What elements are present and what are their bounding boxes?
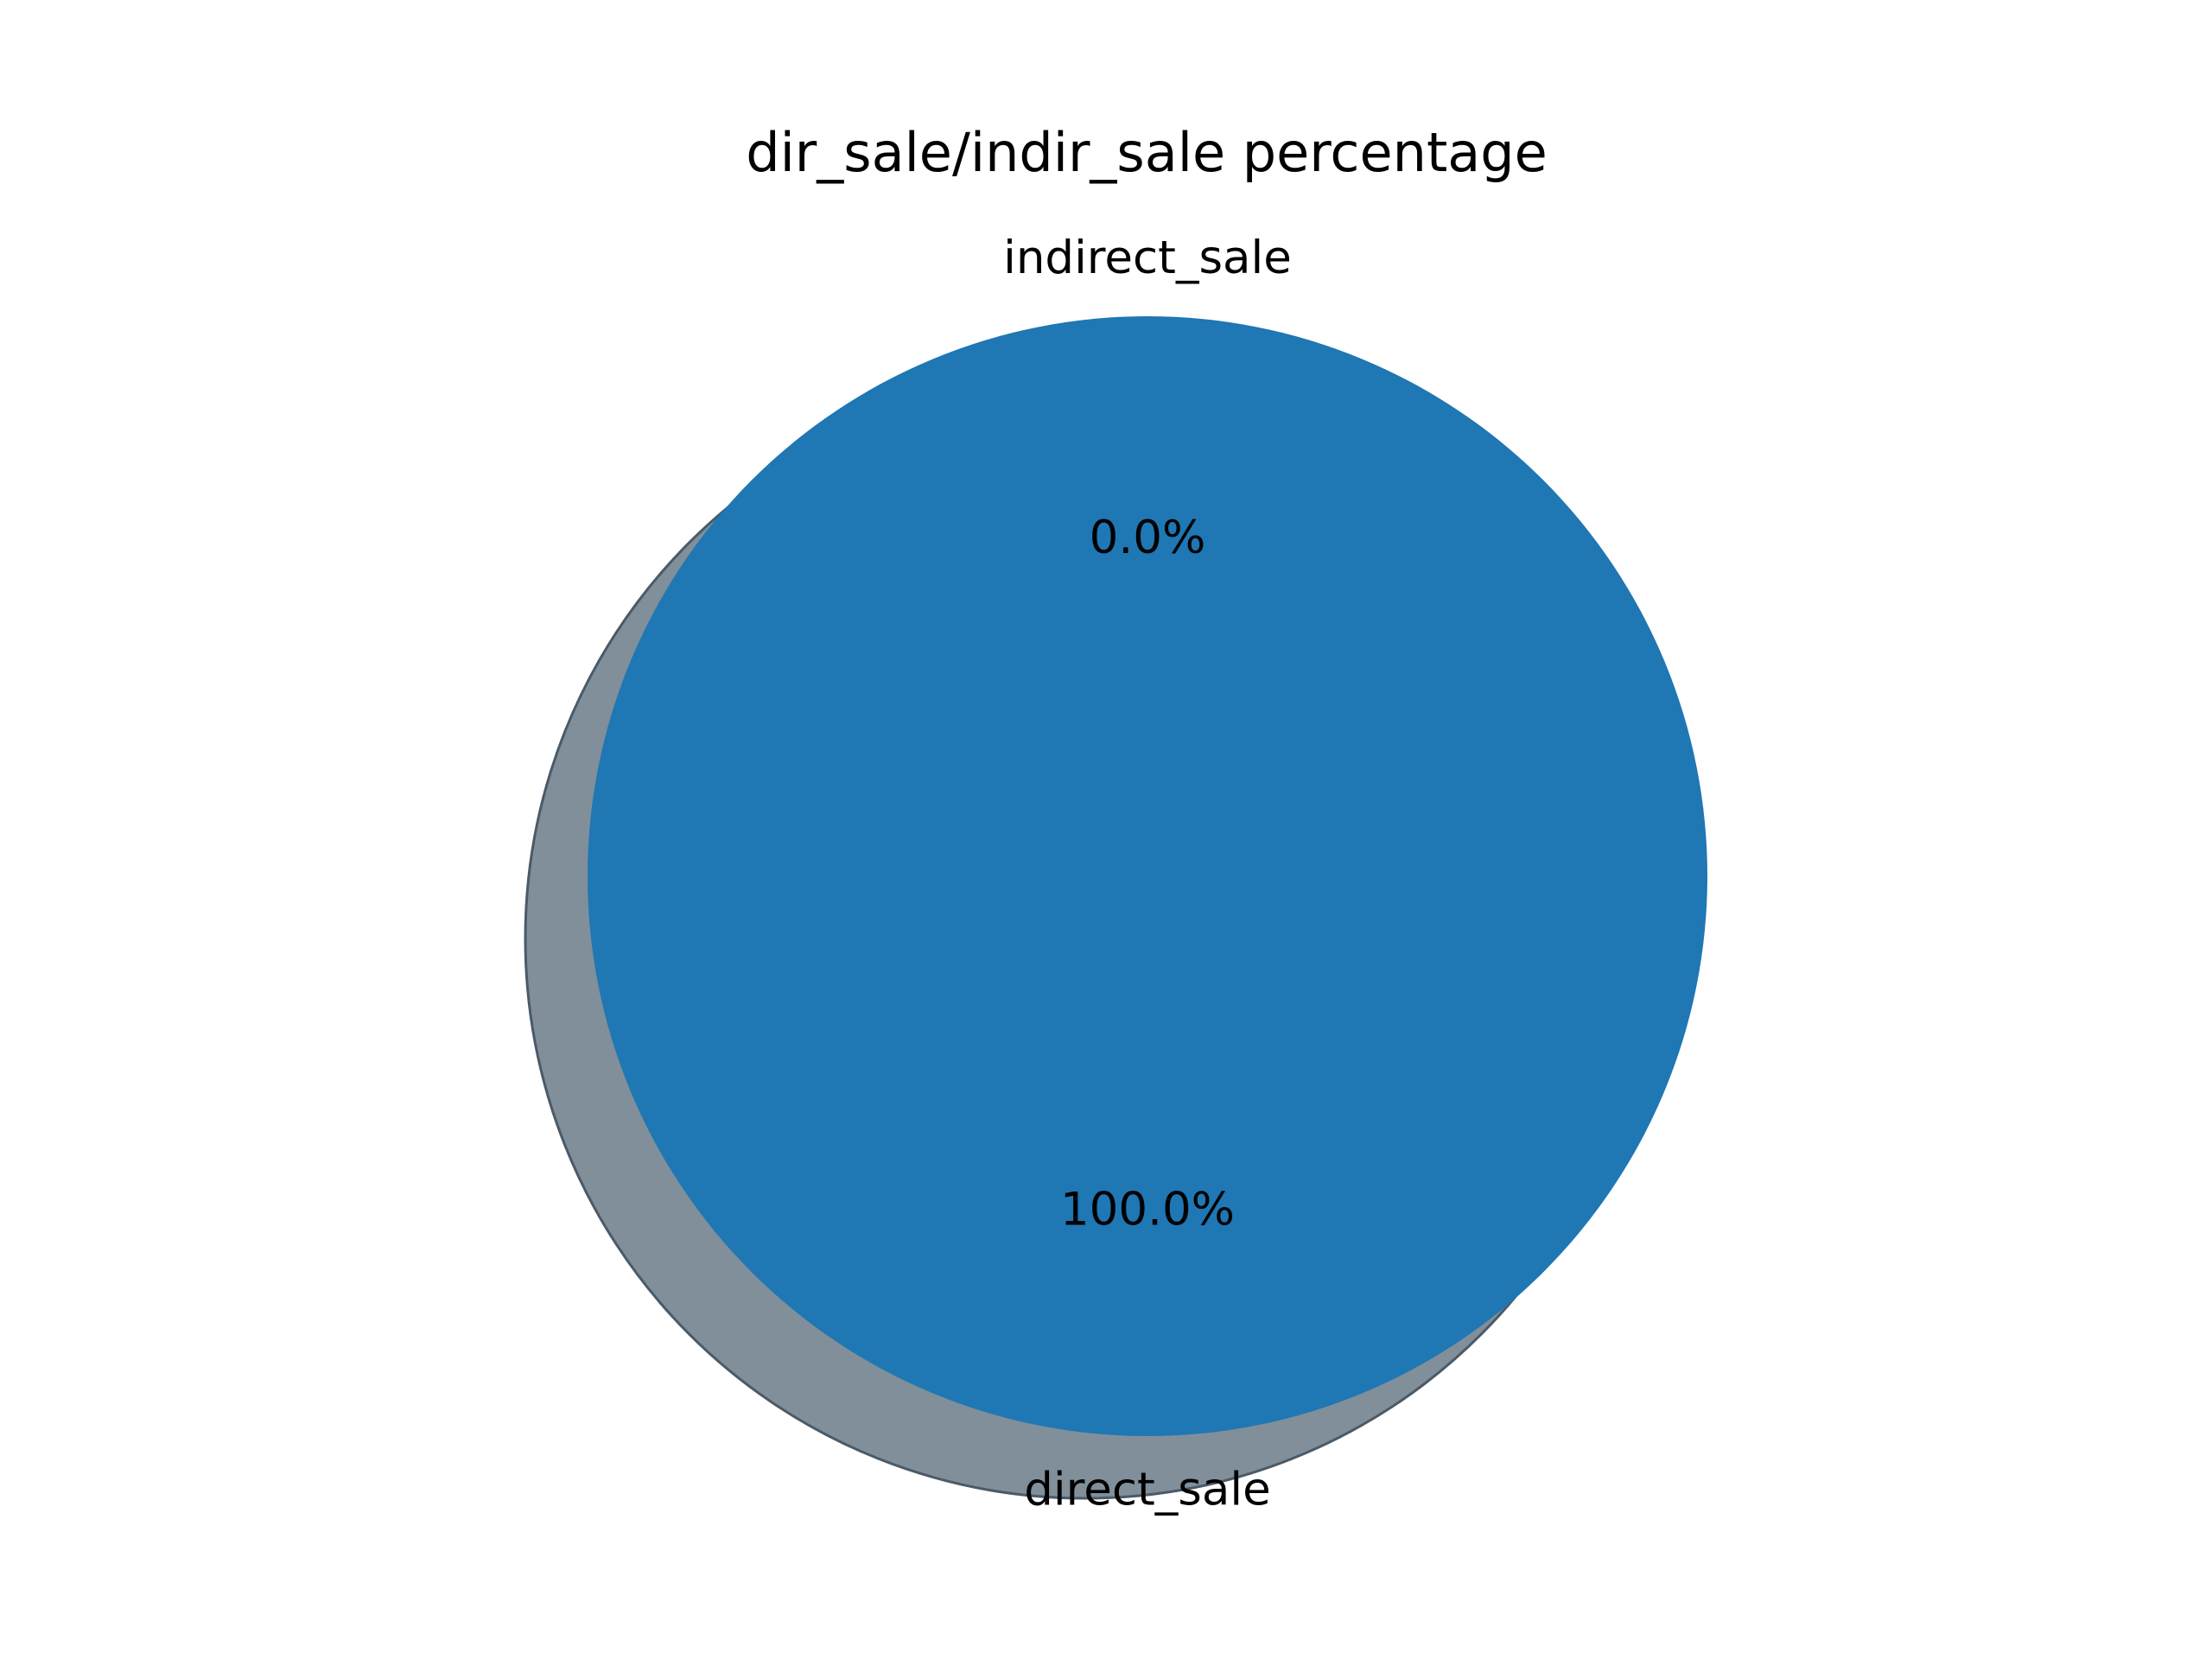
pie-slice-layer [588, 316, 1707, 1436]
pct-label-direct-sale: 100.0% [1060, 1183, 1235, 1236]
chart-title: dir_sale/indir_sale percentage [746, 121, 1548, 184]
pie-label-layer: indirect_sale 0.0% direct_sale 100.0% [1003, 232, 1292, 1516]
pct-label-indirect-sale: 0.0% [1090, 512, 1206, 564]
slice-label-indirect-sale: indirect_sale [1003, 232, 1292, 284]
slice-label-direct-sale: direct_sale [1024, 1463, 1270, 1516]
pie-slice-direct-sale [588, 316, 1707, 1436]
